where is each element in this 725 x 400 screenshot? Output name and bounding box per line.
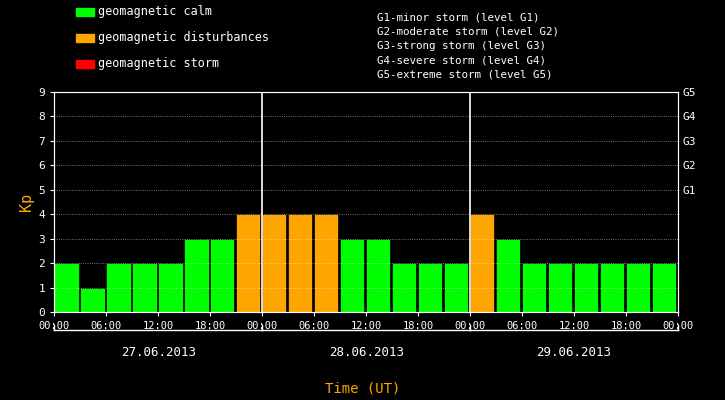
Bar — [496, 239, 521, 312]
Bar — [470, 214, 494, 312]
Text: Time (UT): Time (UT) — [325, 382, 400, 396]
Bar — [184, 239, 209, 312]
Bar — [80, 288, 104, 312]
Text: 29.06.2013: 29.06.2013 — [536, 346, 611, 359]
Bar — [54, 263, 78, 312]
Bar — [107, 263, 130, 312]
Text: geomagnetic storm: geomagnetic storm — [98, 58, 219, 70]
Bar — [236, 214, 260, 312]
Text: 27.06.2013: 27.06.2013 — [121, 346, 196, 359]
Bar — [548, 263, 572, 312]
Bar — [600, 263, 624, 312]
Bar — [288, 214, 312, 312]
Bar — [158, 263, 183, 312]
Text: 28.06.2013: 28.06.2013 — [328, 346, 404, 359]
Bar — [392, 263, 416, 312]
Bar — [366, 239, 390, 312]
Bar — [444, 263, 468, 312]
Text: geomagnetic disturbances: geomagnetic disturbances — [98, 32, 269, 44]
Bar — [262, 214, 286, 312]
Bar — [210, 239, 234, 312]
Text: G1-minor storm (level G1)
G2-moderate storm (level G2)
G3-strong storm (level G3: G1-minor storm (level G1) G2-moderate st… — [377, 12, 559, 80]
Bar — [522, 263, 546, 312]
Bar — [340, 239, 365, 312]
Bar — [314, 214, 339, 312]
Bar — [132, 263, 157, 312]
Bar — [418, 263, 442, 312]
Bar — [652, 263, 676, 312]
Bar — [574, 263, 598, 312]
Text: geomagnetic calm: geomagnetic calm — [98, 6, 212, 18]
Bar — [626, 263, 650, 312]
Bar — [678, 263, 702, 312]
Y-axis label: Kp: Kp — [20, 193, 34, 211]
